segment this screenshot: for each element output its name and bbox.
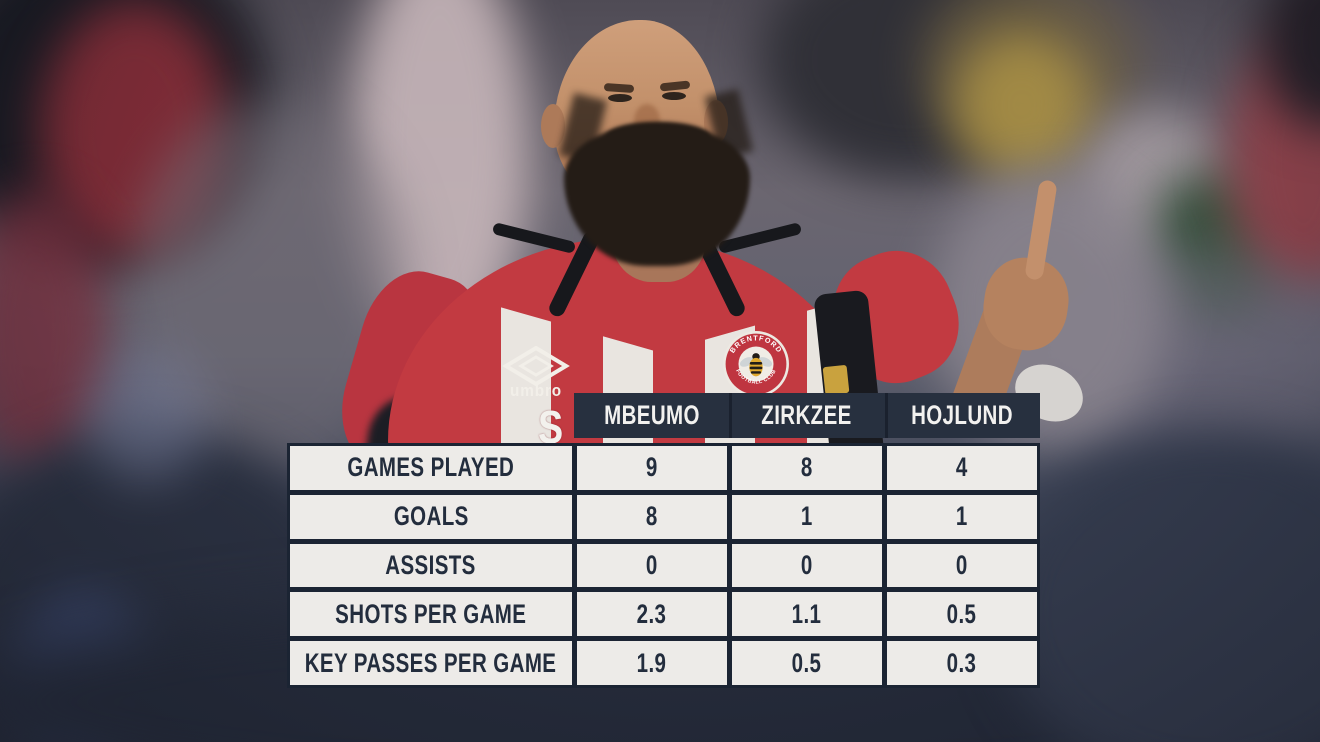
stat-cell: 0.5 bbox=[732, 641, 882, 685]
umbro-wordmark: umbro bbox=[498, 381, 574, 401]
column-header-hojlund: HOJLUND bbox=[885, 393, 1040, 438]
table-header-row: MBEUMO ZIRKZEE HOJLUND bbox=[574, 393, 1040, 438]
crowd-blur-yellow bbox=[952, 30, 1092, 180]
stat-cell: 1.1 bbox=[732, 592, 882, 637]
bee-icon bbox=[739, 353, 773, 377]
stat-cell: 4 bbox=[887, 446, 1037, 490]
stat-cell: 9 bbox=[577, 446, 727, 490]
stat-cell: 0.3 bbox=[887, 641, 1037, 685]
stats-table: GAMES PLAYED 9 8 4 GOALS 8 1 1 ASSISTS 0… bbox=[287, 443, 1040, 688]
row-label-cell: GAMES PLAYED bbox=[290, 446, 572, 490]
stat-cell: 0.5 bbox=[887, 592, 1037, 637]
stat-cell: 0 bbox=[732, 543, 882, 588]
stat-cell: 0 bbox=[577, 543, 727, 588]
stat-cell: 8 bbox=[577, 494, 727, 539]
player-left-eye bbox=[608, 94, 632, 102]
stat-cell: 0 bbox=[887, 543, 1037, 588]
stat-cell: 1 bbox=[887, 494, 1037, 539]
row-label-cell: KEY PASSES PER GAME bbox=[290, 641, 572, 685]
player-right-eye bbox=[662, 92, 686, 100]
umbro-logo-icon bbox=[502, 346, 570, 386]
stat-cell: 2.3 bbox=[577, 592, 727, 637]
column-header-zirkzee: ZIRKZEE bbox=[729, 393, 884, 438]
row-label-cell: ASSISTS bbox=[290, 543, 572, 588]
column-header-mbeumo: MBEUMO bbox=[603, 400, 700, 430]
foreground-blur-blue-small bbox=[86, 352, 206, 482]
brentford-crest-icon: BRENTFORD FOOTBALL CLUB bbox=[723, 331, 789, 397]
row-label-cell: SHOTS PER GAME bbox=[290, 592, 572, 637]
row-label-cell: GOALS bbox=[290, 494, 572, 539]
stat-cell: 1 bbox=[732, 494, 882, 539]
player-left-ear bbox=[541, 104, 565, 148]
stat-cell: 8 bbox=[732, 446, 882, 490]
player-beard bbox=[564, 124, 750, 266]
stat-cell: 1.9 bbox=[577, 641, 727, 685]
